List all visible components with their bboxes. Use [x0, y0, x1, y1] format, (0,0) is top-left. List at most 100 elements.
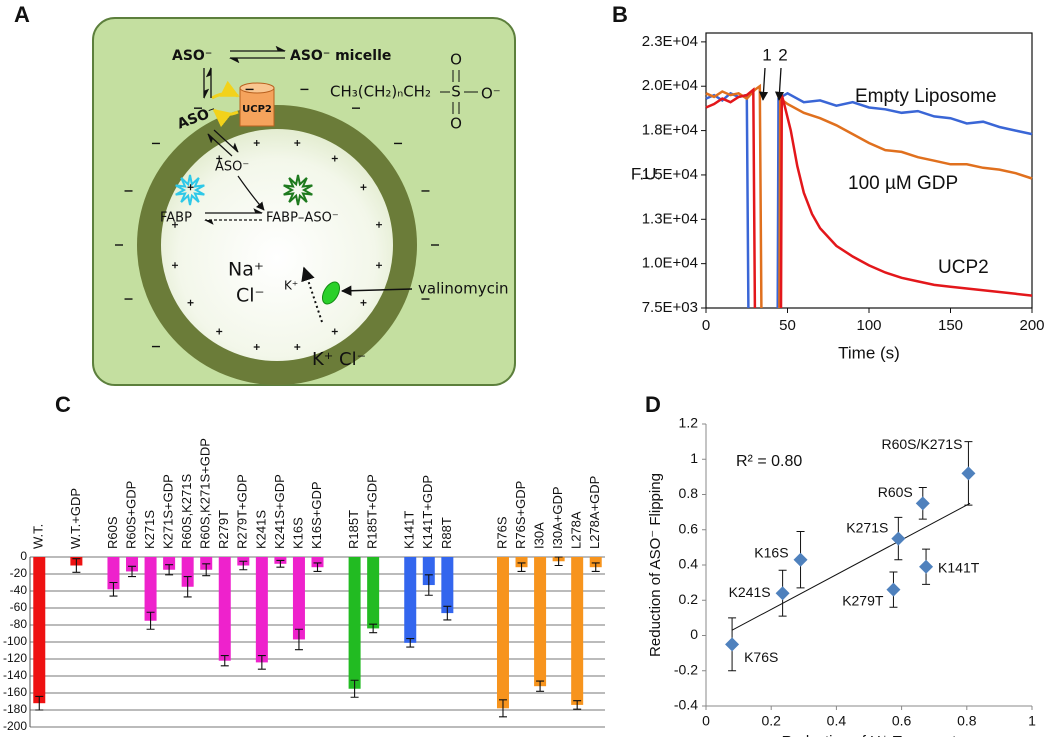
x-tick-label: R185T — [346, 510, 361, 549]
bar — [515, 557, 528, 568]
error-bar — [239, 560, 248, 571]
annotation: 2 — [778, 45, 787, 64]
bar — [163, 557, 176, 570]
positive-charge — [376, 262, 383, 269]
x-tick-label: 0.6 — [892, 713, 912, 729]
x-tick-label: K241S — [253, 510, 268, 549]
point — [725, 637, 740, 652]
bar — [534, 557, 547, 687]
error-bar — [72, 558, 81, 573]
y-tick-label: 0.4 — [679, 556, 699, 572]
oxygen: O — [450, 51, 462, 69]
bar — [348, 557, 361, 689]
valinomycin-arrow — [340, 285, 413, 296]
bar — [422, 557, 435, 586]
x-tick-label: 100 — [856, 317, 881, 334]
annotation: R² = 0.80 — [736, 453, 802, 470]
y-tick-label: -120 — [3, 651, 27, 665]
y-tick-label: -180 — [3, 702, 27, 716]
x-tick-label: I30A — [532, 522, 547, 549]
flip-arrow — [207, 133, 233, 157]
annotation: 1 — [762, 45, 771, 64]
annotation-arrow — [774, 67, 785, 101]
y-tick-label: 0.6 — [679, 520, 699, 536]
aso-inside-label: ASO⁻ — [215, 160, 249, 175]
bar — [441, 557, 454, 614]
positive-charge — [253, 344, 260, 351]
positive-charge — [187, 299, 194, 306]
oxygen-charged: O⁻ — [481, 85, 501, 103]
bar — [292, 557, 305, 640]
positive-charge — [294, 139, 301, 146]
x-tick-label: R60S+GDP — [123, 481, 138, 549]
chloride-label: Cl⁻ — [236, 285, 265, 307]
error-bar — [128, 565, 137, 578]
y-tick-label: 1.0E+04 — [642, 255, 698, 272]
error-bar — [294, 628, 303, 651]
y-tick-label: 1.3E+04 — [642, 210, 698, 227]
x-axis-label: Reduction of H⁺ Transport — [782, 733, 958, 737]
bar — [311, 557, 324, 568]
y-tick-label: 7.5E+03 — [642, 299, 698, 316]
x-tick-label: 0 — [702, 317, 710, 334]
bar — [144, 557, 157, 621]
x-tick-label: L278A — [569, 511, 584, 549]
positive-charge — [360, 184, 367, 191]
binding-arrow — [237, 175, 265, 211]
fabp-aso-label: FABP–ASO⁻ — [266, 211, 339, 226]
point — [891, 531, 906, 546]
bar — [107, 557, 120, 590]
x-tick-label: W.T.+GDP — [68, 488, 83, 549]
x-tick-label: R60S,K271S — [179, 474, 194, 549]
point — [793, 552, 808, 567]
error-bar — [443, 605, 452, 621]
yellow-arrow — [211, 80, 240, 100]
error-bar — [536, 680, 545, 692]
y-tick-label: 1.8E+04 — [642, 122, 698, 139]
y-tick-label: -0.4 — [674, 697, 698, 713]
y-axis-label: F.U. — [631, 164, 661, 183]
y-tick-label: -40 — [10, 583, 28, 597]
x-tick-label: K271S+GDP — [161, 474, 176, 549]
error-bar — [573, 700, 582, 710]
x-tick-label: R88T — [439, 517, 454, 549]
error-bar — [146, 611, 155, 630]
x-tick-label: 150 — [938, 317, 963, 334]
ucp2-label: UCP2 — [242, 104, 272, 115]
point-label: K271S — [846, 519, 888, 535]
error-bar — [183, 576, 192, 598]
aso-micelle-label: ASO⁻ micelle — [290, 48, 391, 64]
bar — [33, 557, 46, 704]
series-line — [705, 87, 1033, 309]
x-tick-label: K271S — [142, 510, 157, 549]
valinomycin-label: valinomycin — [418, 280, 509, 298]
point — [775, 586, 790, 601]
positive-charge — [331, 328, 338, 335]
error-bar — [591, 562, 600, 572]
series-label: Empty Liposome — [855, 86, 997, 107]
positive-charge — [331, 155, 338, 162]
y-tick-label: 1.2 — [679, 415, 699, 431]
x-tick-label: R279T — [216, 510, 231, 549]
annotation-arrow — [758, 67, 769, 101]
point-label: K76S — [744, 649, 778, 665]
error-bar — [202, 563, 211, 577]
x-tick-label: R76S — [494, 516, 509, 549]
flip-arrow — [213, 129, 239, 153]
sulfur: S — [451, 83, 461, 101]
panel-label: B — [612, 2, 628, 27]
series-line — [705, 83, 1033, 309]
positive-charge — [294, 344, 301, 351]
fluorescent-star — [283, 174, 313, 206]
bar — [255, 557, 268, 663]
x-tick-label: W.T. — [31, 524, 46, 549]
aso-label: ASO⁻ — [172, 48, 212, 64]
x-tick-label: L278A+GDP — [587, 476, 602, 549]
positive-charge — [216, 328, 223, 335]
point-label: K279T — [842, 592, 884, 608]
point-label: K141T — [938, 559, 980, 575]
positive-charge — [376, 221, 383, 228]
point-label: K16S — [754, 544, 788, 560]
